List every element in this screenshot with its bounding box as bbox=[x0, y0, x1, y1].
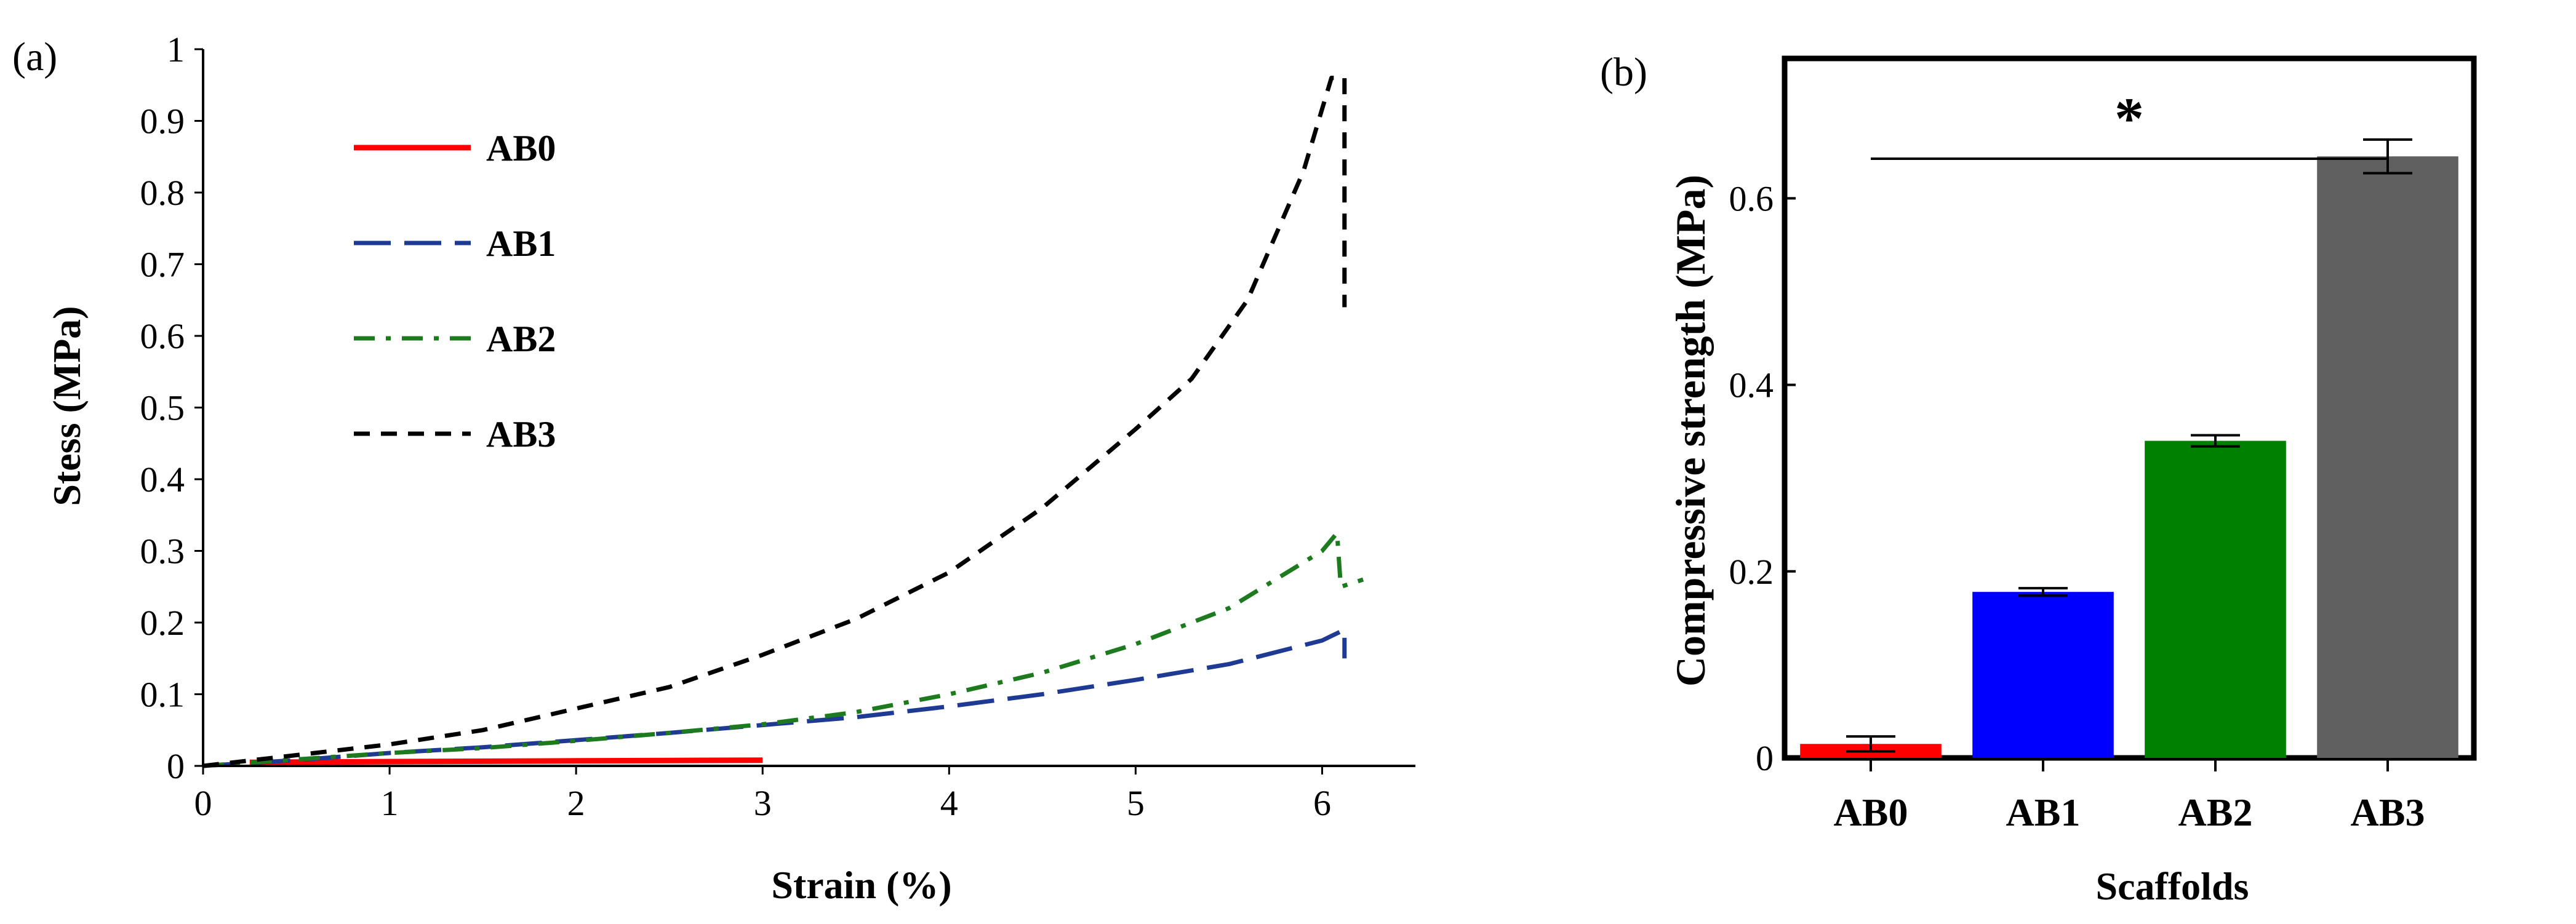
x-tick-label: 1 bbox=[381, 783, 399, 823]
legend-label-ab2: AB2 bbox=[486, 319, 556, 359]
compressive-strength-chart: 0 0.2 0.4 0.6 AB0 AB1 AB2 AB3 Scaffolds Compres… bbox=[1667, 55, 2477, 908]
panel-a-label: (a) bbox=[12, 34, 58, 79]
legend-label-ab0: AB0 bbox=[486, 128, 556, 169]
y-tick-label: 0 bbox=[167, 746, 185, 786]
plot-frame bbox=[1782, 55, 2477, 761]
y-tick-label: 0.4 bbox=[140, 460, 185, 500]
y-tick-label: 0 bbox=[1756, 738, 1774, 778]
series-line-ab0 bbox=[249, 757, 763, 765]
y-tick-label: 0.6 bbox=[1729, 178, 1774, 218]
y-tick-label: 0.4 bbox=[1729, 365, 1774, 405]
bar-ab3 bbox=[2317, 156, 2458, 758]
x-tick-label: 6 bbox=[1313, 783, 1331, 823]
stress-strain-chart: 0 1 2 3 4 5 6 0 0.1 0.2 0.3 0.4 0.5 0.6 0.7 0.8 0.9 1 Str… bbox=[45, 30, 1415, 907]
series-line-ab1 bbox=[202, 627, 1347, 768]
x-tick-label-ab2: AB2 bbox=[2178, 791, 2253, 834]
y-tick-label: 0.9 bbox=[140, 102, 185, 141]
series-line-ab2 bbox=[202, 530, 1364, 768]
y-tick-label: 0.2 bbox=[1729, 552, 1774, 592]
y-tick-label: 0.1 bbox=[140, 675, 185, 715]
significance-marker: * bbox=[2114, 86, 2144, 151]
legend-label-ab1: AB1 bbox=[486, 223, 556, 264]
x-tick-label: 4 bbox=[940, 783, 958, 823]
y-tick-label: 0.8 bbox=[140, 173, 185, 213]
y-axis-title: Compressive strength (MPa) bbox=[1667, 175, 1714, 687]
bar-ab2 bbox=[2145, 440, 2286, 758]
y-axis-title: Stess (MPa) bbox=[45, 306, 89, 506]
y-tick-label: 0.2 bbox=[140, 603, 185, 643]
y-tick-label: 0.7 bbox=[140, 245, 185, 285]
legend-label-ab3: AB3 bbox=[486, 414, 556, 455]
x-tick-label: 2 bbox=[567, 783, 585, 823]
y-tick-label: 1 bbox=[167, 30, 185, 70]
y-tick-label: 0.6 bbox=[140, 316, 185, 356]
panel-b-label: (b) bbox=[1600, 50, 1647, 95]
series-line-ab3 bbox=[202, 76, 1347, 768]
x-tick-label-ab1: AB1 bbox=[2006, 791, 2081, 834]
x-tick-label-ab0: AB0 bbox=[1834, 791, 1908, 834]
x-tick-label-ab3: AB3 bbox=[2351, 791, 2425, 834]
bar-ab1 bbox=[1972, 592, 2114, 758]
x-tick-label: 3 bbox=[754, 783, 772, 823]
y-tick-label: 0.3 bbox=[140, 532, 185, 572]
x-tick-label: 0 bbox=[194, 783, 212, 823]
x-axis-title: Strain (%) bbox=[771, 863, 951, 907]
y-tick-label: 0.5 bbox=[140, 388, 185, 428]
x-axis-title: Scaffolds bbox=[2096, 864, 2249, 908]
x-tick-label: 5 bbox=[1127, 783, 1145, 823]
